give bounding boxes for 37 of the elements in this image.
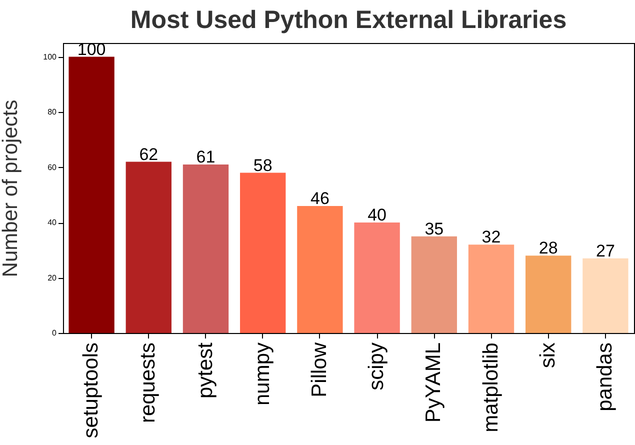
x-tick-label: pandas [593,342,616,412]
bar [411,236,457,333]
y-tick-label: 20 [48,273,58,282]
x-tick-label: matplotlib [479,342,502,432]
data-label: 35 [424,219,444,238]
bar [526,256,572,333]
data-label: 58 [253,156,272,175]
x-tick-label: setuptools [80,342,103,438]
data-label: 61 [196,148,216,167]
x-tick-label: numpy [250,342,274,406]
data-label: 32 [482,228,501,247]
chart-title: Most Used Python External Libraries [130,6,567,34]
y-tick-label: 100 [43,52,58,62]
bar [240,172,286,333]
bar [297,206,343,333]
x-tick-label: PyYAML [422,342,446,423]
x-tick-label: requests [136,342,160,424]
y-tick-label: 40 [48,218,58,228]
bar [582,258,628,333]
y-tick-label: 80 [48,108,58,117]
data-label: 27 [596,241,615,260]
data-label: 28 [538,238,558,258]
x-tick-label: six [536,342,560,368]
y-tick-label: 60 [48,162,58,172]
data-label: 46 [310,188,330,208]
y-tick-label: 0 [52,328,58,338]
bar [354,222,400,333]
x-tick-label: Pillow [308,342,331,398]
data-label: 62 [139,144,158,164]
bar [182,164,229,333]
x-tick-label: scipy [365,342,388,390]
data-label: 40 [368,206,387,225]
x-tick-label: pytest [194,342,217,399]
bar [68,56,114,333]
bar [468,244,514,333]
y-axis-title: Number of projects [0,100,22,278]
bar [126,162,172,333]
